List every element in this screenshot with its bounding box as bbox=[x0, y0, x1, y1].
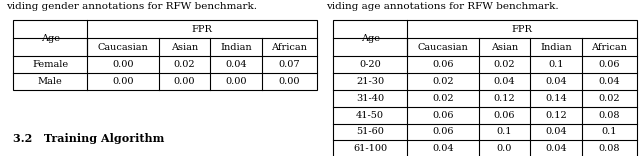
Text: African: African bbox=[591, 43, 627, 52]
Text: 21-30: 21-30 bbox=[356, 77, 384, 86]
Text: 3.2   Training Algorithm: 3.2 Training Algorithm bbox=[13, 132, 164, 144]
Text: 0.04: 0.04 bbox=[225, 60, 247, 69]
Text: 0.0: 0.0 bbox=[497, 144, 512, 153]
Text: 0.04: 0.04 bbox=[545, 127, 567, 136]
Text: 0.04: 0.04 bbox=[598, 77, 620, 86]
Text: 0.02: 0.02 bbox=[432, 94, 454, 103]
Text: Age: Age bbox=[360, 34, 380, 43]
Text: 0.12: 0.12 bbox=[493, 94, 515, 103]
Text: 0.00: 0.00 bbox=[112, 60, 134, 69]
Text: 0.1: 0.1 bbox=[548, 60, 564, 69]
Text: Asian: Asian bbox=[171, 43, 198, 52]
Text: 0.06: 0.06 bbox=[432, 60, 454, 69]
Bar bbox=[13, 20, 317, 90]
Text: Indian: Indian bbox=[220, 43, 252, 52]
Text: 41-50: 41-50 bbox=[356, 111, 384, 120]
Text: 51-60: 51-60 bbox=[356, 127, 384, 136]
Text: 0.02: 0.02 bbox=[432, 77, 454, 86]
Text: 0.04: 0.04 bbox=[545, 144, 567, 153]
Text: 0.04: 0.04 bbox=[545, 77, 567, 86]
Text: 0.14: 0.14 bbox=[545, 94, 567, 103]
Text: 0.06: 0.06 bbox=[432, 127, 454, 136]
Text: 61-100: 61-100 bbox=[353, 144, 387, 153]
Text: viding gender annotations for RFW benchmark.: viding gender annotations for RFW benchm… bbox=[6, 2, 257, 11]
Text: 0.07: 0.07 bbox=[278, 60, 300, 69]
Text: 31-40: 31-40 bbox=[356, 94, 384, 103]
Text: 0.04: 0.04 bbox=[432, 144, 454, 153]
Text: Asian: Asian bbox=[491, 43, 518, 52]
Text: FPR: FPR bbox=[192, 25, 212, 34]
Text: 0.00: 0.00 bbox=[225, 77, 246, 86]
Text: 0-20: 0-20 bbox=[359, 60, 381, 69]
Text: 0.1: 0.1 bbox=[497, 127, 512, 136]
Text: 0.12: 0.12 bbox=[545, 111, 567, 120]
Text: Caucasian: Caucasian bbox=[98, 43, 148, 52]
Text: viding age annotations for RFW benchmark.: viding age annotations for RFW benchmark… bbox=[326, 2, 559, 11]
Text: Female: Female bbox=[32, 60, 68, 69]
Text: FPR: FPR bbox=[512, 25, 532, 34]
Text: 0.06: 0.06 bbox=[598, 60, 620, 69]
Text: 0.00: 0.00 bbox=[112, 77, 134, 86]
Text: 0.1: 0.1 bbox=[602, 127, 617, 136]
Text: 0.04: 0.04 bbox=[493, 77, 515, 86]
Text: 0.02: 0.02 bbox=[173, 60, 195, 69]
Text: 0.00: 0.00 bbox=[278, 77, 300, 86]
Text: Age: Age bbox=[40, 34, 60, 43]
Text: Caucasian: Caucasian bbox=[418, 43, 468, 52]
Text: 0.08: 0.08 bbox=[598, 144, 620, 153]
Text: Indian: Indian bbox=[540, 43, 572, 52]
Text: Male: Male bbox=[38, 77, 63, 86]
Text: 0.06: 0.06 bbox=[493, 111, 515, 120]
Text: 0.02: 0.02 bbox=[598, 94, 620, 103]
Text: African: African bbox=[271, 43, 307, 52]
Text: 0.00: 0.00 bbox=[173, 77, 195, 86]
Text: 0.02: 0.02 bbox=[493, 60, 515, 69]
Text: 0.06: 0.06 bbox=[432, 111, 454, 120]
Bar bbox=[333, 20, 637, 156]
Text: 0.08: 0.08 bbox=[598, 111, 620, 120]
